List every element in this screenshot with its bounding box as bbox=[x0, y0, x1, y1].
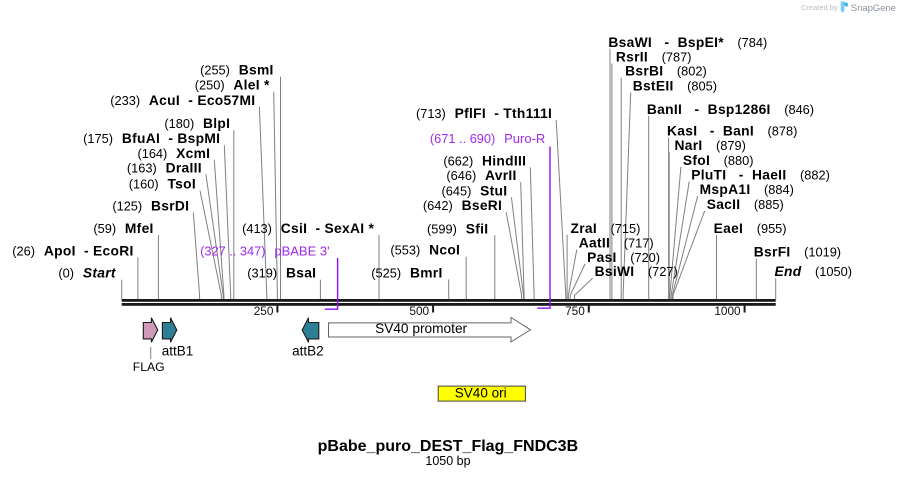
svg-text:BstEII(805): BstEII (805) bbox=[633, 78, 717, 93]
svg-text:(671 .. 690)Puro-R: (671 .. 690) Puro-R bbox=[430, 131, 545, 146]
svg-text:attB2: attB2 bbox=[292, 344, 324, 359]
svg-text:(26)ApoI - EcoRI: (26) ApoI - EcoRI bbox=[12, 243, 133, 258]
svg-text:PluTI - HaeII(882): PluTI - HaeII (882) bbox=[691, 168, 830, 183]
svg-text:(327 .. 347)pBABE 3': (327 .. 347) pBABE 3' bbox=[200, 243, 330, 258]
svg-text:(645)StuI: (645) StuI bbox=[441, 183, 507, 198]
svg-text:SV40 ori: SV40 ori bbox=[455, 386, 507, 401]
svg-text:(255)BsmI: (255) BsmI bbox=[200, 63, 274, 78]
svg-text:ZraI(715): ZraI (715) bbox=[571, 221, 641, 236]
svg-text:MspA1I(884): MspA1I (884) bbox=[700, 182, 794, 197]
svg-text:BsrBI(802): BsrBI (802) bbox=[625, 64, 707, 79]
svg-text:(642)BseRI: (642) BseRI bbox=[423, 198, 502, 213]
svg-text:(0)Start: (0) Start bbox=[58, 266, 116, 281]
svg-text:(163)DraIII: (163) DraIII bbox=[127, 160, 202, 175]
svg-text:(646)AvrII: (646) AvrII bbox=[446, 168, 516, 183]
svg-text:(250)AleI *: (250) AleI * bbox=[195, 78, 270, 93]
svg-text:(713)PflFI - Tth111I: (713) PflFI - Tth111I bbox=[416, 106, 552, 121]
svg-text:SnapGene: SnapGene bbox=[851, 3, 896, 14]
svg-text:RsrII(787): RsrII (787) bbox=[616, 50, 692, 65]
svg-text:pBabe_puro_DEST_Flag_FNDC3B: pBabe_puro_DEST_Flag_FNDC3B bbox=[318, 438, 579, 455]
svg-text:SacII(885): SacII (885) bbox=[707, 197, 784, 212]
svg-text:500: 500 bbox=[409, 304, 429, 318]
svg-text:BsiWI(727): BsiWI (727) bbox=[595, 264, 678, 279]
svg-text:NarI(879): NarI (879) bbox=[675, 138, 746, 153]
svg-text:SfoI(880): SfoI (880) bbox=[683, 153, 754, 168]
svg-text:(553)NcoI: (553) NcoI bbox=[390, 243, 460, 258]
svg-text:BsrFI(1019): BsrFI (1019) bbox=[754, 245, 841, 260]
svg-text:1050 bp: 1050 bp bbox=[425, 454, 470, 468]
svg-text:SV40 promoter: SV40 promoter bbox=[375, 321, 467, 336]
svg-text:AatII(717): AatII (717) bbox=[579, 236, 654, 251]
svg-text:750: 750 bbox=[565, 304, 585, 318]
svg-text:(125)BsrDI: (125) BsrDI bbox=[112, 198, 189, 213]
svg-text:(180)BlpI: (180) BlpI bbox=[164, 116, 230, 131]
svg-text:BsaWI - BspEI*(784): BsaWI - BspEI* (784) bbox=[608, 35, 767, 50]
svg-text:(413)CsiI - SexAI *: (413) CsiI - SexAI * bbox=[242, 221, 374, 236]
svg-text:1000: 1000 bbox=[714, 304, 741, 318]
svg-text:FLAG: FLAG bbox=[133, 360, 165, 374]
svg-text:250: 250 bbox=[254, 304, 274, 318]
svg-text:(59)MfeI: (59) MfeI bbox=[93, 221, 153, 236]
svg-text:(599)SfiI: (599) SfiI bbox=[427, 221, 488, 236]
svg-text:Created by: Created by bbox=[801, 3, 838, 12]
svg-text:KasI - BanI(878): KasI - BanI (878) bbox=[667, 124, 797, 139]
svg-text:BanII - Bsp1286I(846): BanII - Bsp1286I (846) bbox=[647, 102, 814, 117]
svg-text:attB1: attB1 bbox=[162, 344, 194, 359]
svg-text:(233)AcuI - Eco57MI: (233) AcuI - Eco57MI bbox=[110, 93, 255, 108]
svg-text:(525)BmrI: (525) BmrI bbox=[371, 265, 442, 280]
svg-text:(160)TsoI: (160) TsoI bbox=[129, 177, 196, 192]
svg-text:(319)BsaI: (319) BsaI bbox=[247, 266, 316, 281]
svg-text:(164)XcmI: (164) XcmI bbox=[137, 146, 210, 161]
svg-text:End(1050): End (1050) bbox=[775, 264, 852, 279]
svg-text:(662)HindIII: (662) HindIII bbox=[443, 153, 526, 168]
svg-text:PasI(720): PasI (720) bbox=[587, 250, 660, 265]
svg-text:EaeI(955): EaeI (955) bbox=[714, 221, 787, 236]
svg-text:(175)BfuAI - BspMI: (175) BfuAI - BspMI bbox=[83, 131, 220, 146]
